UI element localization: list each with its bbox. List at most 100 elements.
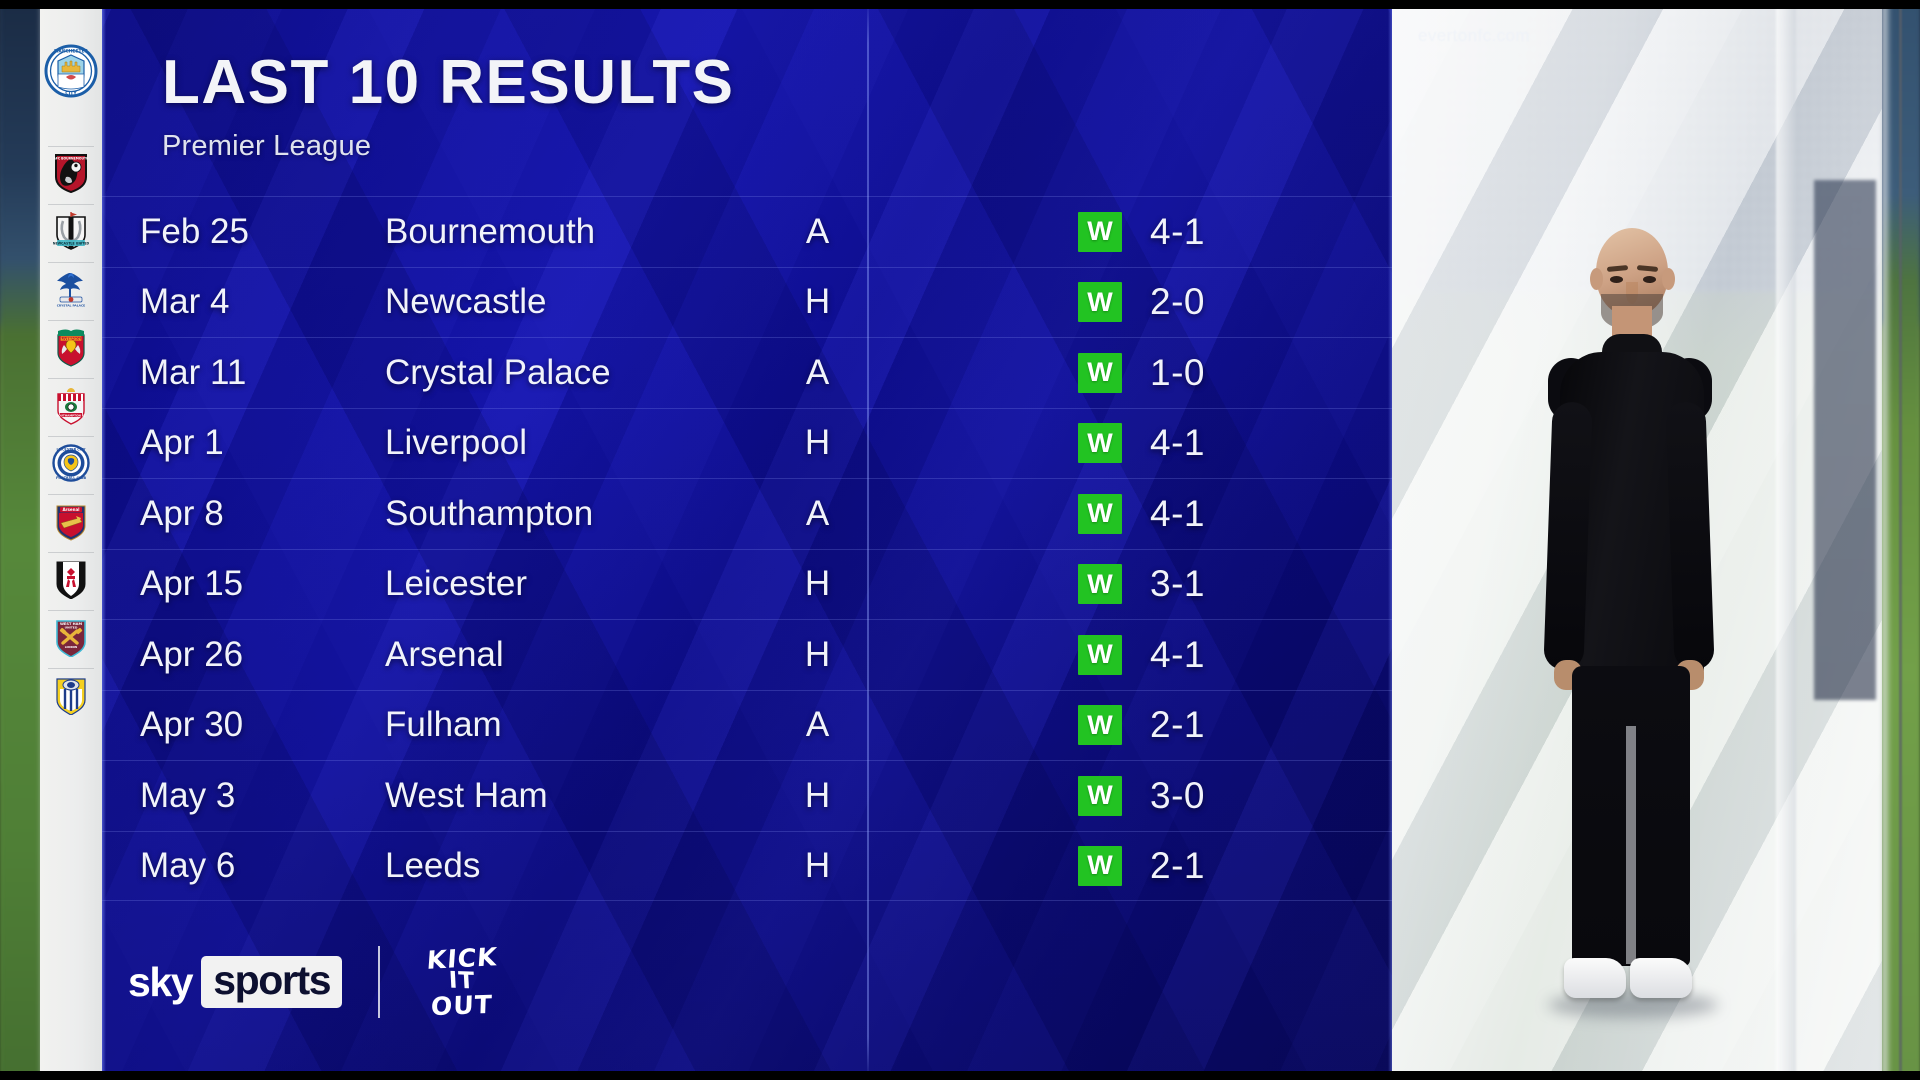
manager-eye-right [1643,276,1656,283]
svg-text:MANCHESTER: MANCHESTER [54,48,88,54]
svg-text:SOUTHAMPTON FC: SOUTHAMPTON FC [56,413,85,417]
table-row[interactable]: Apr 1 Liverpool H W 4-1 [102,407,1392,479]
table-row[interactable]: Mar 4 Newcastle H W 2-0 [102,266,1392,338]
svg-text:CRYSTAL PALACE: CRYSTAL PALACE [57,303,86,307]
result-outcome-badge-wrap: W [1050,282,1150,323]
table-row[interactable]: Apr 30 Fulham A W 2-1 [102,689,1392,761]
status-badge: W [1078,493,1122,534]
southampton-crest: SOUTHAMPTON FC [54,385,88,430]
result-venue: A [805,211,830,251]
result-opponent: Fulham [385,705,502,745]
svg-text:CITY: CITY [65,90,77,96]
crest-cell-leeds [40,668,102,726]
result-date: Apr 8 [140,493,224,533]
result-outcome-badge-wrap: W [1050,634,1150,675]
letterbox-top [0,0,1920,9]
manchester-city-crest: MANCHESTER CITY [44,44,98,103]
manager-shoe-left [1564,958,1626,998]
result-score: 4-1 [1150,210,1205,252]
result-score: 4-1 [1150,492,1205,534]
result-opponent: Arsenal [385,634,504,674]
fulham-crest [54,559,88,604]
leeds-crest [54,675,88,720]
result-outcome-badge-wrap: W [1050,211,1150,252]
svg-text:LIVERPOOL: LIVERPOOL [61,336,81,340]
result-venue: H [804,845,831,885]
status-badge: W [1078,564,1122,605]
result-opponent: Newcastle [385,282,547,322]
result-date: Apr 26 [140,634,244,674]
status-badge: W [1078,282,1122,323]
panel-header: LAST 10 RESULTS Premier League [162,52,735,163]
result-opponent: West Ham [385,775,548,815]
table-row[interactable]: Apr 8 Southampton A W 4-1 [102,478,1392,549]
table-row[interactable]: Apr 15 Leicester H W 3-1 [102,548,1392,620]
result-outcome-badge-wrap: W [1050,775,1150,816]
crest-cell-newcastle: NEWCASTLE UNITED [40,204,102,262]
photo-stanchion [1776,0,1796,1080]
newcastle-crest: NEWCASTLE UNITED [53,211,90,256]
result-date: May 6 [140,845,236,885]
panel-left-edge [102,0,106,1080]
result-score: 3-1 [1150,563,1205,605]
manager-portrait [1504,166,1754,1046]
svg-text:LEICESTER CITY: LEICESTER CITY [56,447,86,451]
result-date: May 3 [140,775,236,815]
table-row[interactable]: May 6 Leeds H W 2-1 [102,830,1392,901]
status-badge: W [1078,705,1122,746]
crest-cell-fulham [40,552,102,610]
svg-text:UNITED: UNITED [65,625,78,629]
manager-eye-left [1610,276,1623,283]
results-panel: LAST 10 RESULTS Premier League Feb 25 Bou… [102,0,1392,1080]
result-opponent: Leicester [385,564,528,604]
result-opponent: Leeds [385,845,481,885]
result-outcome-badge-wrap: W [1050,493,1150,534]
result-opponent: Bournemouth [385,211,596,251]
bournemouth-crest: AFC BOURNEMOUTH [53,153,89,198]
advert-board-text: evertonfc.com [1418,26,1530,45]
svg-text:WEST HAM: WEST HAM [60,622,82,626]
result-outcome-badge-wrap: W [1050,845,1150,886]
result-outcome-badge-wrap: W [1050,352,1150,393]
result-venue: H [804,775,831,815]
table-row[interactable]: Apr 26 Arsenal H W 4-1 [102,619,1392,690]
svg-text:Arsenal: Arsenal [62,507,80,512]
status-badge: W [1078,634,1122,675]
logo-separator [378,946,381,1018]
manager-arm-right [1665,401,1715,671]
status-badge: W [1078,423,1122,464]
result-venue: A [805,493,830,533]
manager-shoe-right [1630,958,1692,998]
table-row[interactable]: Feb 25 Bournemouth A W 4-1 [102,196,1392,267]
crest-cell-crystal-palace: CRYSTAL PALACE [40,262,102,320]
status-badge: W [1078,845,1122,886]
status-badge: W [1078,775,1122,816]
photo-scoreboard [1814,180,1876,700]
table-row[interactable]: May 3 West Ham H W 3-0 [102,760,1392,831]
result-date: Apr 30 [140,705,244,745]
manager-leg-gap [1626,726,1636,964]
right-edge-seam [1899,0,1902,1080]
liverpool-crest: LIVERPOOL [54,327,88,372]
svg-text:FOOTBALL CLUB: FOOTBALL CLUB [56,476,87,480]
manager-ear-left [1590,268,1603,290]
status-badge: W [1078,352,1122,393]
page-subtitle: Premier League [162,130,372,162]
panel-right-edge [1388,0,1392,1080]
manager-ear-right [1662,268,1675,290]
crest-cell-leicester: LEICESTER CITY FOOTBALL CLUB [40,436,102,494]
result-venue: H [804,564,831,604]
table-row[interactable]: Mar 11 Crystal Palace A W 1-0 [102,337,1392,408]
crest-cell-west-ham: WEST HAM UNITED LONDON [40,610,102,668]
result-score: 4-1 [1150,633,1205,675]
crest-cell-home: MANCHESTER CITY [40,0,102,146]
result-score: 3-0 [1150,774,1205,816]
result-outcome-badge-wrap: W [1050,423,1150,464]
west-ham-crest: WEST HAM UNITED LONDON [54,617,88,662]
crest-rail: MANCHESTER CITY AFC BOURNEMOUTH [40,0,102,1080]
result-venue: H [804,282,831,322]
result-date: Mar 11 [140,352,247,392]
result-score: 2-0 [1150,281,1205,323]
letterbox-bottom [0,1071,1920,1080]
